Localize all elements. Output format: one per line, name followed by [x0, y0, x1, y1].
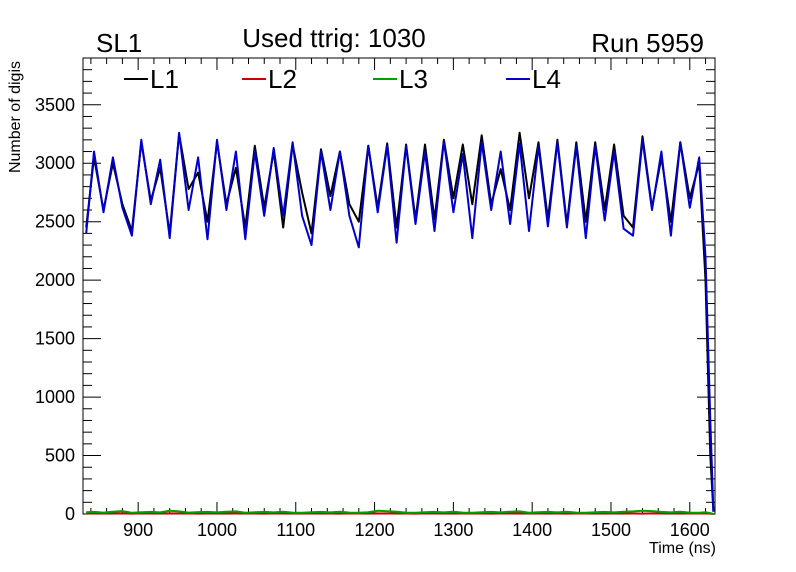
legend-label-l2: L2 — [268, 64, 297, 94]
legend-label-l3: L3 — [399, 64, 428, 94]
axis-ticks: 900 1000 1100 1200 1300 1400 1500 1600 0 500 1000 1… — [35, 57, 715, 540]
x-tick-label: 1600 — [670, 520, 710, 540]
x-axis-title: Time (ns) — [649, 540, 716, 557]
chart-title: Used ttrig: 1030 — [242, 23, 426, 53]
y-tick-label: 0 — [65, 504, 75, 524]
y-tick-label: 3000 — [35, 153, 75, 173]
y-tick-label: 1500 — [35, 329, 75, 349]
header-sl-label: SL1 — [96, 28, 142, 58]
y-axis-title: Number of digis — [7, 61, 24, 173]
series-line-l1 — [85, 131, 715, 512]
x-tick-label: 1100 — [276, 520, 315, 540]
x-tick-label: 1300 — [433, 520, 473, 540]
x-tick-label: 1400 — [512, 520, 552, 540]
y-tick-label: 2500 — [35, 212, 75, 232]
y-tick-label: 3500 — [35, 95, 75, 115]
series-lines — [85, 131, 715, 515]
plot-frame — [82, 57, 716, 515]
series-line-l3 — [86, 509, 714, 515]
x-tick-label: 1000 — [197, 520, 237, 540]
legend: L1 L2 L3 L4 — [124, 64, 561, 94]
series-line-l2 — [86, 512, 714, 515]
x-tick-label: 1200 — [355, 520, 395, 540]
y-tick-label: 1000 — [35, 387, 75, 407]
header-run-label: Run 5959 — [591, 28, 704, 58]
series-line-l4 — [85, 131, 715, 512]
y-tick-label: 2000 — [35, 270, 75, 290]
x-tick-label: 900 — [123, 520, 153, 540]
y-tick-label: 500 — [45, 446, 75, 466]
legend-label-l4: L4 — [532, 64, 561, 94]
legend-label-l1: L1 — [150, 64, 179, 94]
x-tick-label: 1500 — [591, 520, 631, 540]
